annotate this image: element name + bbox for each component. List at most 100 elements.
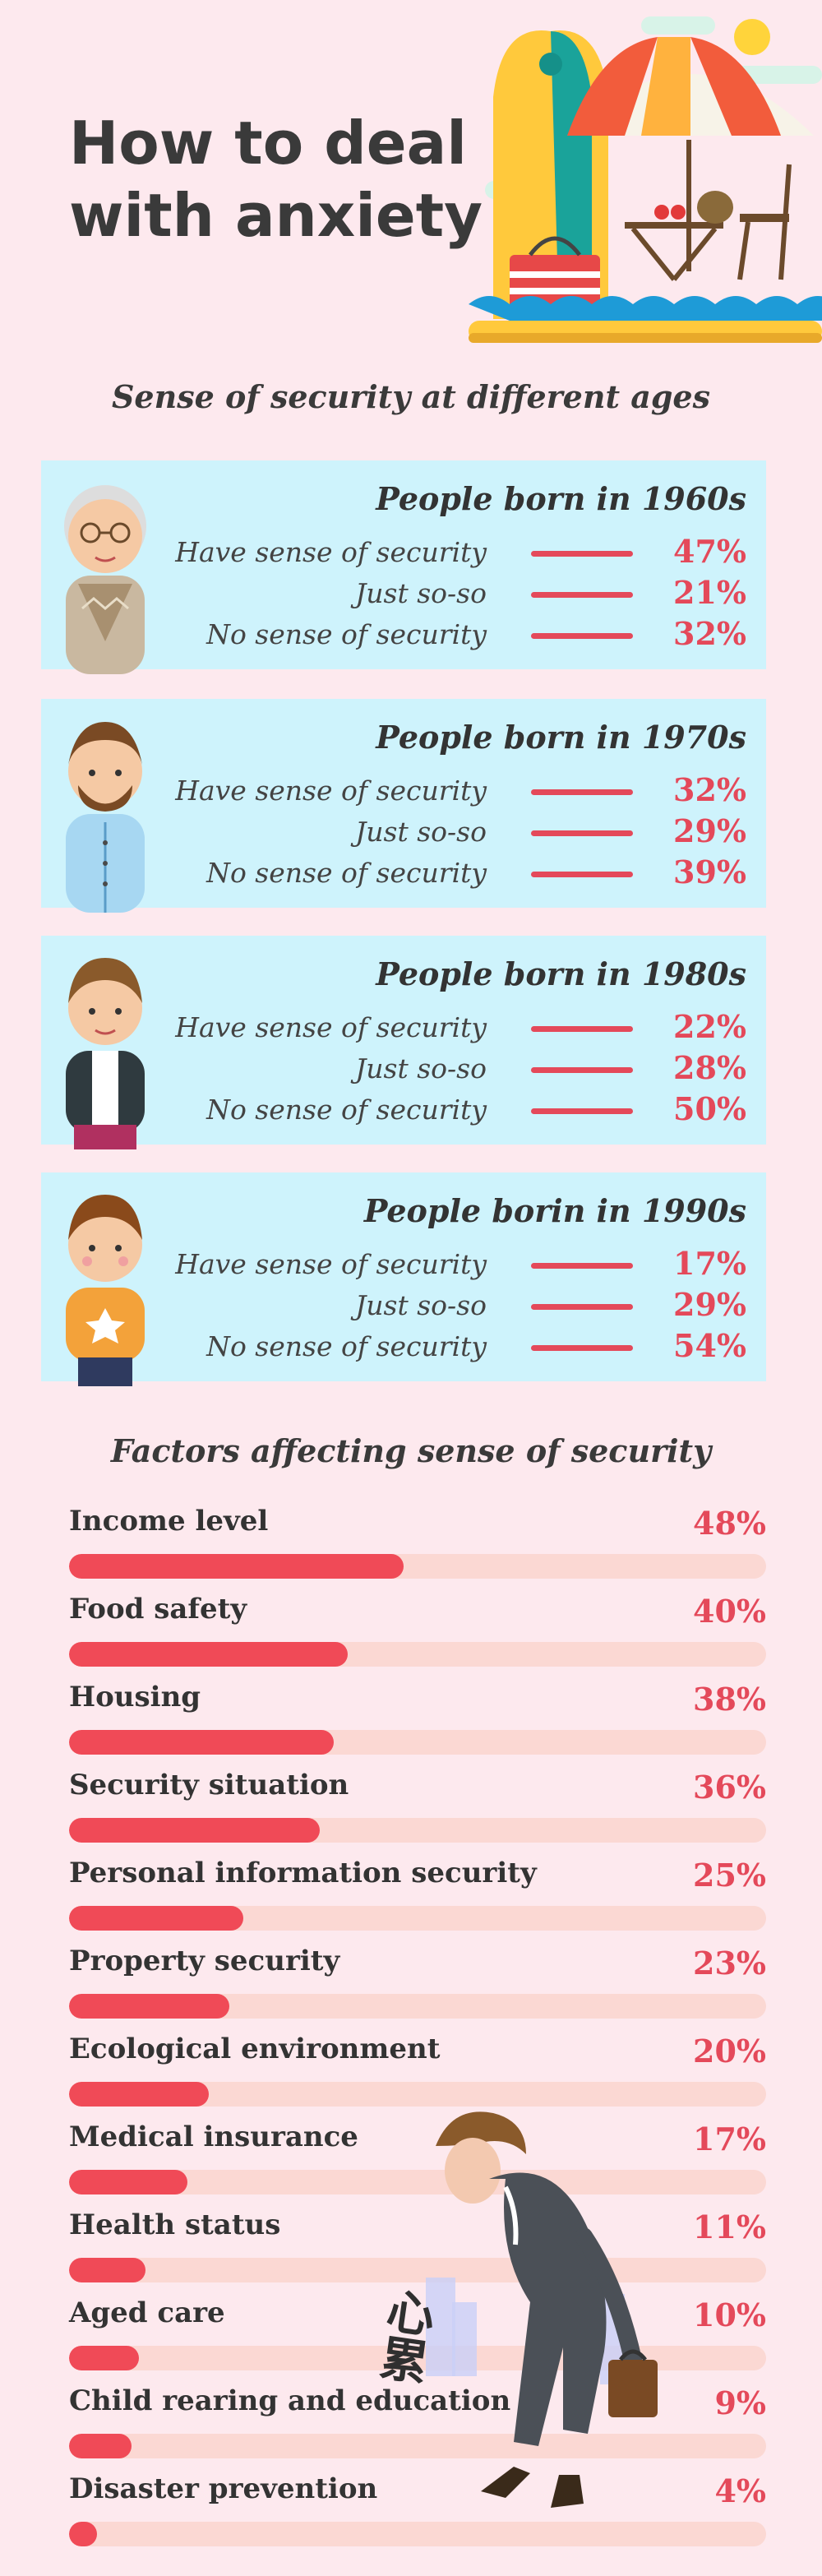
factor-value: 20%: [693, 2033, 766, 2070]
factor-row: Personal information security 25%: [69, 1857, 766, 1939]
factor-label: Disaster prevention: [69, 2472, 378, 2505]
factor-row: Security situation 36%: [69, 1769, 766, 1851]
generation-panel-1980s: People born in 1980s Have sense of secur…: [41, 936, 766, 1149]
bar-personal-information-security: [69, 1906, 243, 1931]
panel-title: People born in 1960s: [376, 480, 746, 517]
stat-divider: [531, 872, 633, 877]
stat-label: Just so-so: [355, 1289, 487, 1321]
bar-security-situation: [69, 1818, 321, 1843]
page-title: How to deal with anxiety: [69, 109, 483, 250]
bar-aged-care: [69, 2346, 139, 2370]
factor-label: Income level: [69, 1505, 269, 1538]
panel-title: People borin in 1990s: [363, 1192, 746, 1229]
bar-track: [69, 2258, 766, 2282]
stat-label: Just so-so: [355, 816, 487, 848]
factor-value: 36%: [693, 1769, 766, 1806]
elderly-man-icon: [64, 485, 146, 674]
panel-title: People born in 1980s: [376, 955, 746, 992]
stat-value: 21%: [673, 574, 746, 611]
stat-row: Have sense of security 22%: [41, 1006, 766, 1048]
generation-panel-1990s: People borin in 1990s Have sense of secu…: [41, 1172, 766, 1386]
generation-panel-1970s: People born in 1970s Have sense of secur…: [41, 699, 766, 913]
stat-label: No sense of security: [206, 1094, 487, 1126]
panel-title: People born in 1970s: [376, 719, 746, 756]
factor-label: Property security: [69, 1945, 340, 1977]
bar-track: [69, 1554, 766, 1579]
caption-text: 心累: [369, 2284, 437, 2386]
stat-divider: [531, 1067, 633, 1073]
stat-row: No sense of security 32%: [41, 613, 766, 654]
stat-row: Just so-so 29%: [41, 811, 766, 852]
stat-row: No sense of security 50%: [41, 1089, 766, 1130]
bar-track: [69, 1730, 766, 1755]
stat-label: Just so-so: [355, 1052, 487, 1085]
factor-label: Ecological environment: [69, 2033, 441, 2065]
stat-divider: [531, 633, 633, 639]
stat-row: Have sense of security 17%: [41, 1243, 766, 1284]
bar-income-level: [69, 1554, 404, 1579]
factor-row: Health status 11%: [69, 2208, 766, 2291]
factor-value: 11%: [693, 2208, 766, 2245]
bar-track: [69, 1906, 766, 1931]
factor-value: 10%: [693, 2296, 766, 2333]
stressed-businessman-icon: 心累: [369, 2111, 658, 2508]
bar-ecological-environment: [69, 2082, 209, 2107]
stat-divider: [531, 789, 633, 795]
stat-label: Just so-so: [355, 577, 487, 609]
stat-value: 32%: [673, 615, 746, 652]
stat-divider: [531, 1263, 633, 1269]
stat-label: No sense of security: [206, 1330, 487, 1362]
bar-track: [69, 2082, 766, 2107]
bar-track: [69, 1642, 766, 1667]
stat-value: 54%: [673, 1327, 746, 1364]
stat-label: Have sense of security: [175, 1011, 487, 1043]
factor-value: 17%: [693, 2120, 766, 2157]
stat-divider: [531, 1108, 633, 1114]
stat-label: No sense of security: [206, 618, 487, 650]
stat-value: 47%: [673, 533, 746, 570]
bar-health-status: [69, 2258, 146, 2282]
bar-track: [69, 1994, 766, 2019]
stat-row: Have sense of security 32%: [41, 770, 766, 811]
factor-value: 40%: [693, 1593, 766, 1630]
factor-label: Aged care: [69, 2296, 225, 2329]
factor-label: Security situation: [69, 1769, 349, 1801]
stat-value: 39%: [673, 853, 746, 890]
factor-label: Housing: [69, 1681, 201, 1713]
stat-value: 29%: [673, 1286, 746, 1323]
stat-label: Have sense of security: [175, 775, 487, 807]
bar-property-security: [69, 1994, 230, 2019]
stat-value: 29%: [673, 812, 746, 849]
factor-row: Housing 38%: [69, 1681, 766, 1763]
stat-value: 17%: [673, 1245, 746, 1282]
boy-icon: [66, 1195, 145, 1386]
stat-row: Have sense of security 47%: [41, 531, 766, 572]
bar-track: [69, 2434, 766, 2458]
factor-label: Personal information security: [69, 1857, 537, 1889]
stat-divider: [531, 551, 633, 557]
stat-label: Have sense of security: [175, 1248, 487, 1280]
stat-row: No sense of security 39%: [41, 852, 766, 893]
factor-label: Medical insurance: [69, 2120, 358, 2153]
stat-value: 50%: [673, 1090, 746, 1127]
factor-value: 48%: [693, 1505, 766, 1542]
stat-value: 28%: [673, 1049, 746, 1086]
bar-food-safety: [69, 1642, 349, 1667]
stat-divider: [531, 1345, 633, 1351]
factor-row: Ecological environment 20%: [69, 2033, 766, 2115]
stat-label: Have sense of security: [175, 536, 487, 568]
generation-panel-1960s: People born in 1960s Have sense of secur…: [41, 460, 766, 674]
generations-section-title: Sense of security at different ages: [111, 378, 710, 415]
factor-value: 25%: [693, 1857, 766, 1894]
bar-disaster-prevention: [69, 2522, 97, 2546]
bar-track: [69, 2170, 766, 2194]
bearded-man-icon: [66, 722, 145, 913]
factor-value: 9%: [714, 2384, 766, 2421]
stat-divider: [531, 1304, 633, 1310]
factor-label: Child rearing and education: [69, 2384, 511, 2417]
stat-row: Just so-so 29%: [41, 1284, 766, 1325]
stat-row: Just so-so 28%: [41, 1048, 766, 1089]
factor-value: 38%: [693, 1681, 766, 1718]
factor-row: Medical insurance 17%: [69, 2120, 766, 2203]
factor-row: Disaster prevention 4%: [69, 2472, 766, 2555]
